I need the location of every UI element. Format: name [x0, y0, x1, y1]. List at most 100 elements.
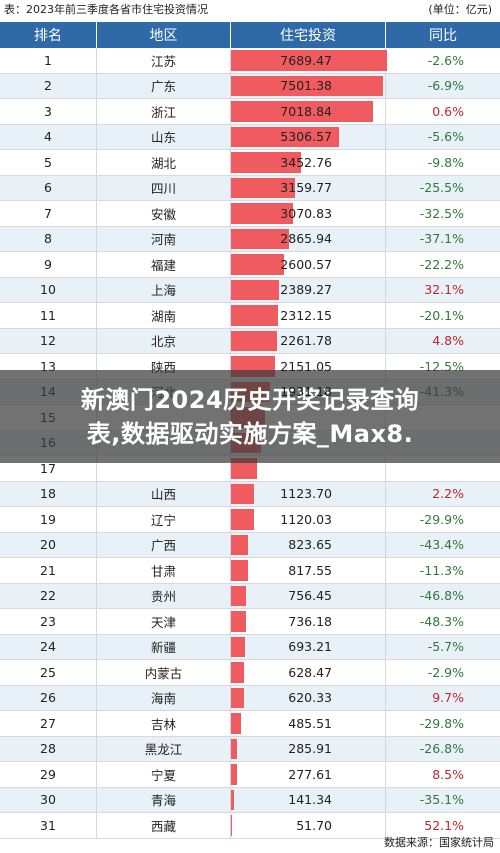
cell-rank: 22 [0, 583, 97, 608]
cell-rank: 6 [0, 175, 97, 200]
investment-bar [231, 815, 233, 836]
table-row: 6 四川 3159.77 -25.5% [0, 175, 500, 201]
cell-investment: 7018.84 [231, 99, 386, 124]
cell-investment: 2389.27 [231, 277, 386, 302]
investment-bar [231, 305, 278, 326]
cell-rank: 31 [0, 813, 97, 838]
cell-yoy: -22.2% [419, 256, 464, 272]
cell-rank: 8 [0, 226, 97, 251]
cell-region: 四川 [97, 175, 231, 200]
table-row: 9 福建 2600.57 -22.2% [0, 252, 500, 278]
cell-yoy: 8.5% [432, 766, 464, 782]
cell-rank: 21 [0, 558, 97, 583]
cell-rank: 19 [0, 507, 97, 532]
cell-investment: 5306.57 [231, 124, 386, 149]
table-row: 23 天津 736.18 -48.3% [0, 609, 500, 635]
investment-value: 51.70 [296, 817, 332, 833]
investment-bar [231, 330, 277, 351]
cell-investment: 736.18 [231, 609, 386, 634]
cell-region: 新疆 [97, 634, 231, 659]
cell-investment: 277.61 [231, 762, 386, 787]
table-row: 30 青海 141.34 -35.1% [0, 787, 500, 813]
investment-value: 3452.76 [280, 154, 332, 170]
investment-bar [231, 534, 248, 555]
cell-region: 安徽 [97, 201, 231, 226]
cell-region: 青海 [97, 787, 231, 812]
cell-investment: 2600.57 [231, 252, 386, 277]
cell-rank: 28 [0, 736, 97, 761]
banner-line-1: 新澳门2024历史开奖记录查询 [80, 385, 420, 414]
investment-value: 628.47 [288, 664, 332, 680]
cell-yoy: -5.6% [427, 129, 464, 145]
table-row: 29 宁夏 277.61 8.5% [0, 762, 500, 788]
investment-value: 2389.27 [280, 282, 332, 298]
cell-region: 湖北 [97, 150, 231, 175]
cell-yoy: 4.8% [432, 333, 464, 349]
investment-bar [231, 611, 246, 632]
cell-region: 辽宁 [97, 507, 231, 532]
cell-region [97, 456, 231, 481]
cell-region: 河南 [97, 226, 231, 251]
investment-bar [231, 458, 258, 479]
header-investment: 住宅投资 [231, 22, 386, 48]
investment-value: 285.91 [288, 741, 332, 757]
unit-label: (单位：亿元) [428, 3, 492, 16]
table-row: 12 北京 2261.78 4.8% [0, 328, 500, 354]
investment-bar [231, 764, 237, 785]
investment-bar [231, 126, 339, 147]
cell-yoy: -25.5% [419, 180, 464, 196]
investment-bar [231, 254, 284, 275]
investment-bar [231, 789, 234, 810]
cell-rank: 1 [0, 48, 97, 73]
cell-rank: 29 [0, 762, 97, 787]
cell-region: 内蒙古 [97, 660, 231, 685]
cell-yoy: -2.6% [427, 52, 464, 68]
cell-investment: 2312.15 [231, 303, 386, 328]
cell-investment: 823.65 [231, 532, 386, 557]
table-row: 18 山西 1123.70 2.2% [0, 481, 500, 507]
investment-bar [231, 279, 280, 300]
table-row: 24 新疆 693.21 -5.7% [0, 634, 500, 660]
cell-rank: 12 [0, 328, 97, 353]
investment-value: 2261.78 [280, 333, 332, 349]
table-row: 8 河南 2865.94 -37.1% [0, 226, 500, 252]
cell-yoy: -48.3% [419, 613, 464, 629]
cell-investment: 141.34 [231, 787, 386, 812]
investment-value: 1120.03 [280, 511, 332, 527]
cell-investment: 1123.70 [231, 481, 386, 506]
investment-value: 3159.77 [280, 180, 332, 196]
investment-value: 817.55 [288, 562, 332, 578]
watermark-banner: 新澳门2024历史开奖记录查询 表,数据驱动实施方案_Max8. [0, 370, 500, 463]
investment-bar [231, 713, 241, 734]
header-rank: 排名 [0, 22, 97, 48]
investment-value: 736.18 [288, 613, 332, 629]
cell-investment: 485.51 [231, 711, 386, 736]
cell-region: 天津 [97, 609, 231, 634]
investment-value: 7018.84 [280, 103, 332, 119]
cell-yoy: -6.9% [427, 78, 464, 94]
table-row: 5 湖北 3452.76 -9.8% [0, 150, 500, 176]
cell-investment: 51.70 [231, 813, 386, 838]
table-row: 28 黑龙江 285.91 -26.8% [0, 736, 500, 762]
cell-region: 湖南 [97, 303, 231, 328]
table-row: 17 [0, 456, 500, 482]
cell-region: 北京 [97, 328, 231, 353]
investment-value: 2312.15 [280, 307, 332, 323]
investment-bar [231, 585, 247, 606]
investment-bar [231, 509, 254, 530]
cell-investment: 1120.03 [231, 507, 386, 532]
cell-investment: 3452.76 [231, 150, 386, 175]
investment-bar [231, 50, 387, 71]
cell-rank: 20 [0, 532, 97, 557]
table-row: 4 山东 5306.57 -5.6% [0, 124, 500, 150]
cell-yoy: -20.1% [419, 307, 464, 323]
investment-value: 3070.83 [280, 205, 332, 221]
investment-bar [231, 636, 246, 657]
table-row: 3 浙江 7018.84 0.6% [0, 99, 500, 125]
cell-region: 浙江 [97, 99, 231, 124]
cell-yoy: -43.4% [419, 537, 464, 553]
investment-value: 2151.05 [280, 358, 332, 374]
investment-value: 1123.70 [280, 486, 332, 502]
cell-investment: 3159.77 [231, 175, 386, 200]
investment-value: 485.51 [288, 715, 332, 731]
